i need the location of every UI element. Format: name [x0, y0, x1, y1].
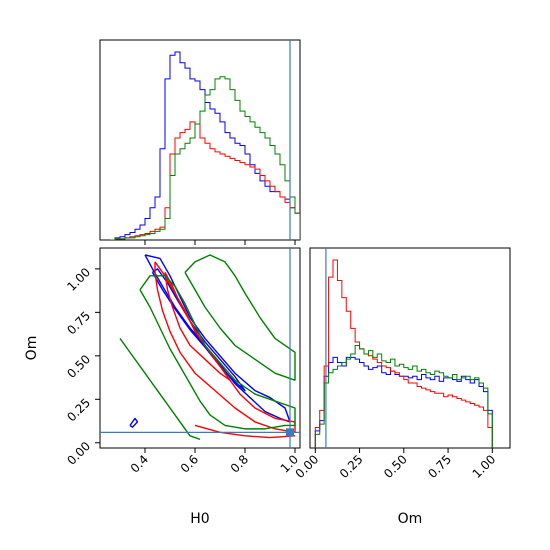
contour-y-tick-label-0: 0.00 [64, 439, 93, 468]
contour-series-1-level-1 [164, 272, 231, 381]
hist-Om-x-tick-label-0: 0.00 [293, 452, 322, 481]
contour-series-2-level-2 [119, 338, 201, 440]
y-axis-label-Om: Om [24, 336, 40, 361]
panel-hist-Om [309, 247, 511, 449]
hist-H0-series-0 [110, 51, 300, 240]
hist-H0-series-group [110, 51, 300, 240]
hist-Om-x-tick-label-4: 1.00 [470, 452, 499, 481]
hist-H0-series-1 [110, 121, 300, 240]
panel-hist-H0 [99, 39, 301, 241]
hist-Om-x-tick-label-2: 0.50 [381, 452, 410, 481]
contour-series-2-level-1 [139, 275, 296, 430]
hist-Om-x-tick-label-1: 0.25 [337, 452, 366, 481]
contour-x-tick-label-2: 0.8 [228, 452, 251, 475]
contour-series-group [119, 254, 296, 440]
contour-y-tick-label-4: 1.00 [64, 265, 93, 294]
contour-series-1-level-2 [194, 424, 296, 439]
ticks-group: 0.4 0.6 0.8 1.00.000.250.500.751.000.00 0.25… [64, 240, 498, 481]
contour-x-tick-label-0: 0.4 [128, 452, 151, 475]
contour-series-2-level-0 [184, 254, 296, 381]
contour-y-tick-label-1: 0.25 [64, 396, 93, 425]
panel-contour-H0-Om [99, 247, 301, 449]
contour-y-tick-label-2: 0.50 [64, 352, 93, 381]
hist-H0-series-2 [110, 76, 300, 240]
x-axis-label-H0: H0 [190, 511, 209, 527]
contour-x-tick-label-1: 0.6 [178, 452, 201, 475]
hist-Om-series-0 [314, 356, 493, 448]
hist-Om-series-1 [314, 259, 493, 448]
truth-lines-group [100, 40, 327, 448]
truth-marker-contour [286, 428, 294, 437]
contour-y-tick-label-3: 0.75 [64, 309, 93, 338]
hist-Om-series-group [314, 259, 493, 448]
contour-series-0-level-2 [129, 417, 139, 428]
hist-Om-x-tick-label-3: 0.75 [425, 452, 454, 481]
x-axis-label-Om: Om [398, 511, 423, 527]
hist-Om-series-2 [314, 344, 493, 448]
